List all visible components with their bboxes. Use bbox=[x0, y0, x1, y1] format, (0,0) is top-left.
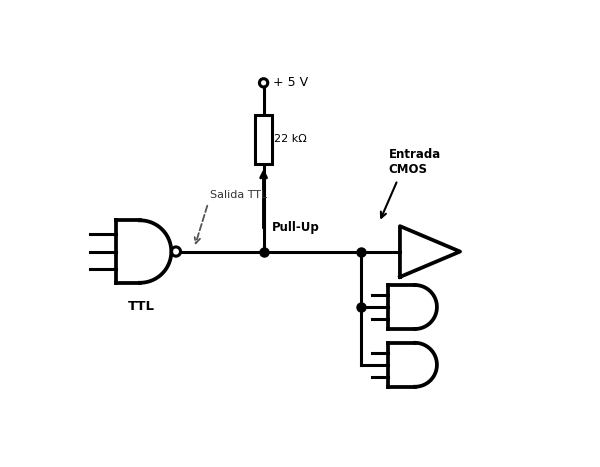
Bar bbox=[255, 115, 272, 164]
Text: 22 kΩ: 22 kΩ bbox=[274, 134, 307, 144]
Text: Salida TTL: Salida TTL bbox=[209, 190, 267, 200]
Text: Entrada
CMOS: Entrada CMOS bbox=[388, 148, 440, 176]
Text: TTL: TTL bbox=[128, 300, 155, 313]
Text: Pull-Up: Pull-Up bbox=[272, 221, 320, 234]
Text: + 5 V: + 5 V bbox=[273, 76, 308, 89]
